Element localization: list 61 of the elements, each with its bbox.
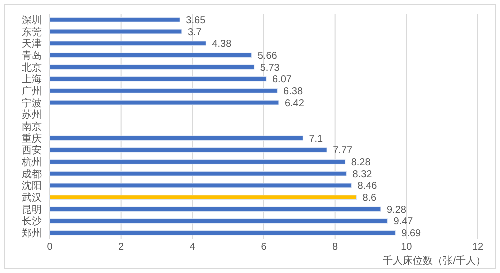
x-tick-label: 6 [261,242,268,253]
data-label: 6.42 [284,98,305,110]
data-label: 5.73 [260,62,280,74]
bar [50,206,382,212]
data-label: 9.28 [386,204,407,216]
bar [50,64,255,70]
x-tick-label: 8 [332,242,339,253]
bar [50,195,358,200]
data-label: 8.6 [362,193,378,204]
y-tick-label: 苏州 [22,109,42,122]
x-axis-title: 千人床位数（张/千人） [383,255,486,267]
x-tick-label: 12 [472,242,484,253]
bar [50,230,396,236]
y-tick-label: 武汉 [22,192,42,204]
bar [50,29,182,34]
x-tick-label: 10 [401,242,413,253]
bar [50,171,348,176]
bar [50,148,328,153]
y-tick-label: 宁波 [22,97,42,110]
bar [50,136,304,141]
y-tick-label: 西安 [22,144,42,157]
y-tick-label: 杭州 [21,156,42,169]
bar [50,159,346,165]
y-tick-label: 沈阳 [22,180,42,192]
data-label: 8.46 [358,181,378,192]
y-tick-label: 深圳 [22,14,42,26]
data-label: 3.65 [186,15,206,26]
bar [50,88,278,94]
y-tick-label: 广州 [22,85,42,98]
bar [50,41,207,46]
bar [50,183,352,188]
data-label: 8.28 [351,158,372,169]
data-label: 9.47 [394,216,414,228]
y-tick-label: 郑州 [22,228,42,240]
data-label: 5.66 [258,50,278,62]
bar [50,17,180,22]
data-label: 7.77 [333,146,354,157]
x-tick-label: 4 [190,242,196,253]
bar [50,76,267,82]
x-tick-label: 0 [47,242,54,253]
y-tick-label: 青岛 [22,50,42,62]
bar [50,100,280,106]
y-tick-label: 昆明 [22,204,42,216]
y-tick-label: 南京 [22,121,42,133]
data-label: 8.32 [352,169,373,180]
data-label: 6.07 [272,74,292,86]
y-tick-label: 长沙 [22,216,42,228]
y-tick-label: 成都 [22,168,42,180]
data-label: 7.1 [309,134,324,145]
data-label: 9.69 [402,228,422,240]
data-label: 6.38 [284,86,304,98]
x-tick-label: 2 [118,242,125,253]
y-tick-label: 上海 [22,74,42,86]
bar [50,52,252,58]
y-tick-label: 天津 [22,38,42,50]
y-tick-label: 东莞 [22,26,42,38]
bar [50,218,388,224]
data-label: 4.38 [212,39,232,50]
data-label: 3.7 [188,27,202,38]
y-tick-label: 北京 [22,62,42,74]
y-tick-label: 重庆 [22,132,42,145]
